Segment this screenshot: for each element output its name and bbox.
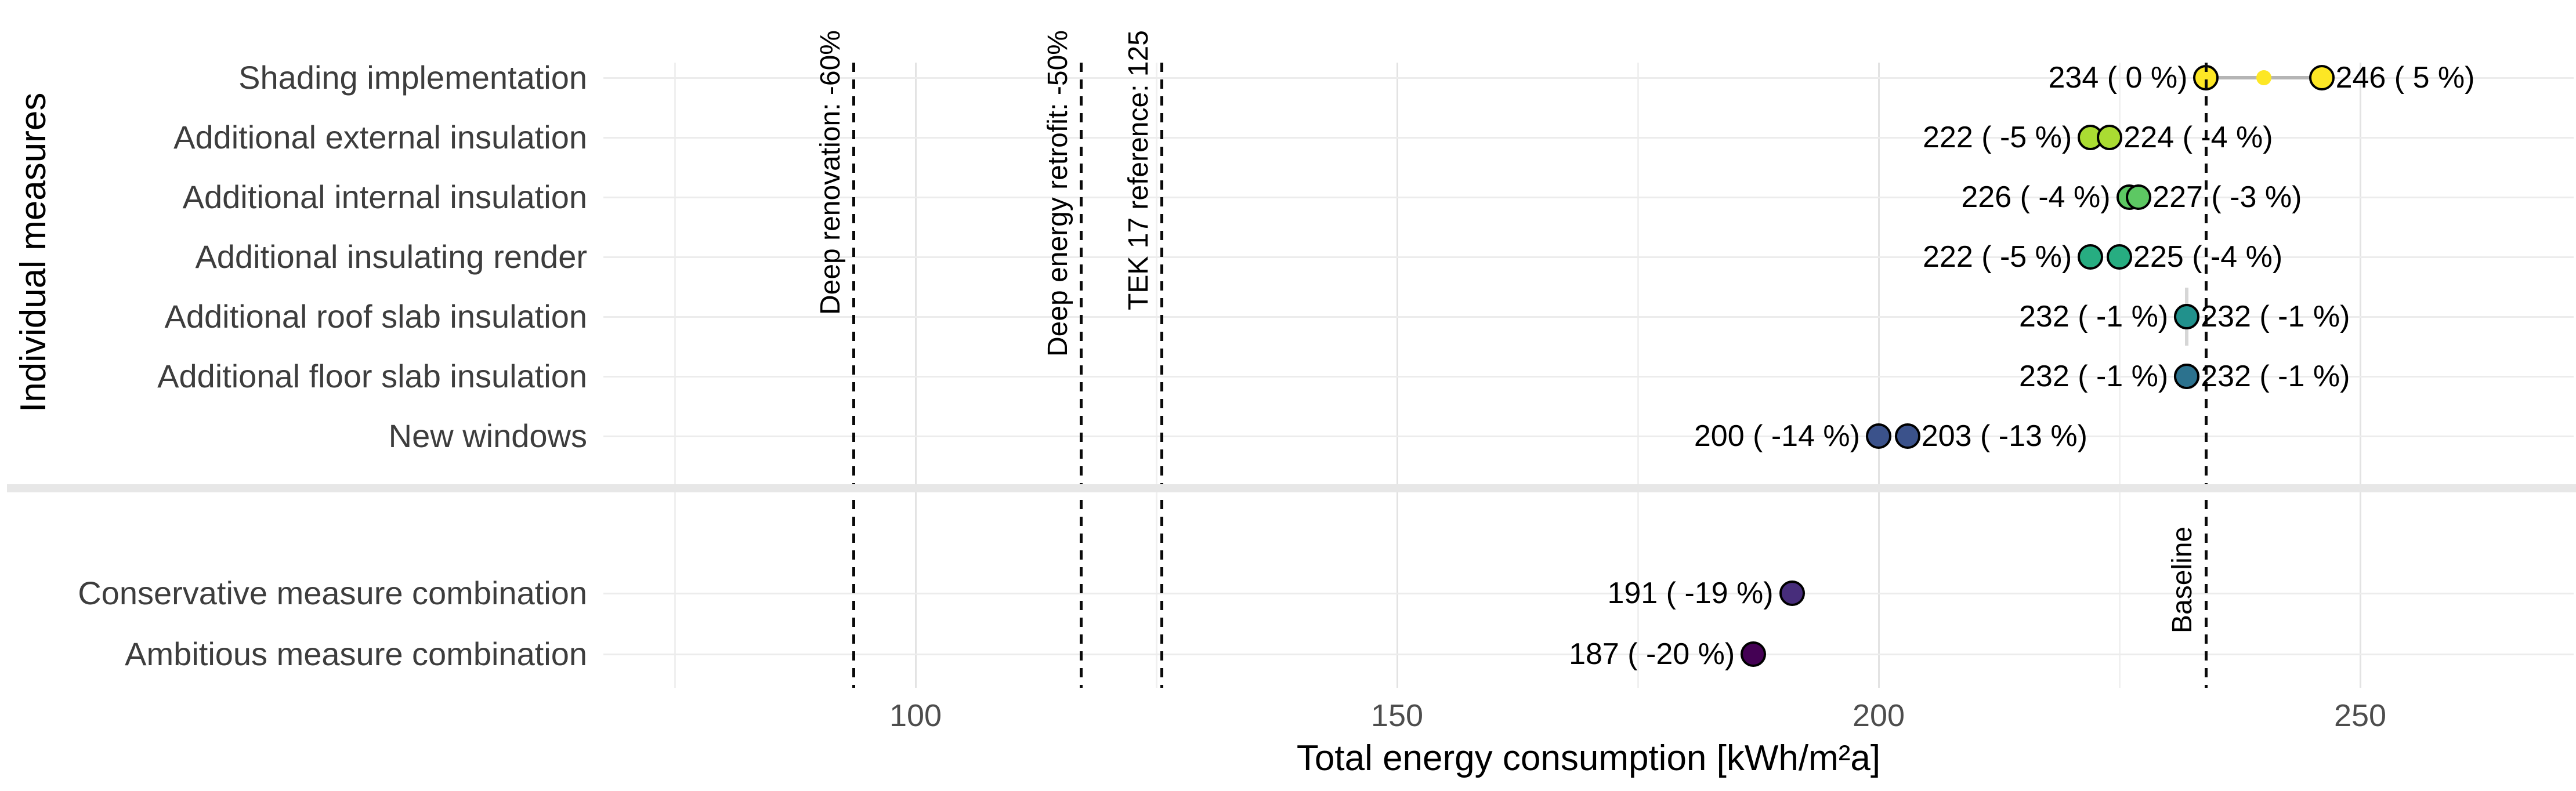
ref-line-label: Deep renovation: -60% xyxy=(815,30,846,315)
grid-minor-line xyxy=(2118,63,2121,688)
x-tick-label: 250 xyxy=(2333,698,2387,733)
category-label: Shading implementation xyxy=(238,59,587,96)
data-point xyxy=(2309,65,2335,90)
grid-minor-line xyxy=(1155,63,1157,688)
grid-row-line xyxy=(603,256,2574,258)
data-point-label-right: 224 ( -4 %) xyxy=(2123,121,2273,154)
data-point-label-right: 232 ( -1 %) xyxy=(2201,360,2350,393)
category-label: Ambitious measure combination xyxy=(125,636,587,672)
data-point xyxy=(1866,423,1891,449)
grid-row-line xyxy=(603,136,2574,139)
data-point-label-right: 203 ( -13 %) xyxy=(1921,419,2087,453)
ref-line-label: TEK 17 reference: 125 xyxy=(1123,30,1154,310)
data-point xyxy=(2174,304,2200,329)
category-label: Additional insulating render xyxy=(195,238,587,275)
data-point xyxy=(1741,641,1767,667)
grid-row-line xyxy=(603,592,2574,594)
data-point-label-left: 232 ( -1 %) xyxy=(2018,360,2169,393)
data-point-label-right: 227 ( -3 %) xyxy=(2152,180,2302,214)
ref-line-label: Baseline xyxy=(2167,526,2198,634)
data-point-label-left: 187 ( -20 %) xyxy=(1569,637,1735,671)
x-tick-label: 150 xyxy=(1370,698,1424,733)
data-point-label-right: 225 ( -4 %) xyxy=(2133,240,2283,274)
data-point xyxy=(1779,580,1805,606)
data-point xyxy=(2097,125,2123,150)
grid-row-line xyxy=(603,435,2574,437)
x-tick-label: 100 xyxy=(889,698,942,733)
facet-separator xyxy=(7,484,2576,492)
category-label: Additional floor slab insulation xyxy=(157,358,587,394)
data-point-label-left: 200 ( -14 %) xyxy=(1694,419,1860,453)
grid-major-line xyxy=(914,63,917,688)
category-label: Additional external insulation xyxy=(173,119,587,155)
category-label: Additional roof slab insulation xyxy=(164,298,587,335)
data-point xyxy=(2174,364,2200,389)
data-point xyxy=(2078,244,2104,270)
ref-line-tek-17-reference-125 xyxy=(1160,63,1164,688)
data-point-label-left: 191 ( -19 %) xyxy=(1607,576,1774,610)
category-label: New windows xyxy=(388,418,587,454)
data-point-label-left: 234 ( 0 %) xyxy=(2048,61,2188,95)
grid-major-line xyxy=(1396,63,1398,688)
data-point xyxy=(2126,184,2152,210)
data-point-label-right: 232 ( -1 %) xyxy=(2201,300,2350,333)
ref-line-label: Deep energy retrofit: -50% xyxy=(1042,30,1073,357)
grid-minor-line xyxy=(674,63,676,688)
category-label: Conservative measure combination xyxy=(78,575,587,611)
x-axis-title: Total energy consumption [kWh/m²a] xyxy=(1296,738,1881,778)
ref-line-baseline xyxy=(2204,63,2208,688)
grid-row-line xyxy=(603,315,2574,318)
ref-line-deep-energy-retrofit-50- xyxy=(1080,63,1083,688)
data-point xyxy=(1894,423,1920,449)
category-label: Additional internal insulation xyxy=(182,179,587,215)
data-point-label-left: 232 ( -1 %) xyxy=(2018,300,2169,333)
x-tick-label: 200 xyxy=(1852,698,1905,733)
data-point-label-left: 222 ( -5 %) xyxy=(1922,121,2072,154)
grid-major-line xyxy=(1877,63,1880,688)
data-point-label-left: 226 ( -4 %) xyxy=(1961,180,2111,214)
grid-row-line xyxy=(603,653,2574,655)
grid-minor-line xyxy=(1637,63,1639,688)
data-point xyxy=(2107,244,2132,270)
grid-row-line xyxy=(603,196,2574,198)
grid-row-line xyxy=(603,375,2574,378)
grid-row-line xyxy=(603,77,2574,79)
grid-major-line xyxy=(2359,63,2361,688)
ref-line-deep-renovation-60- xyxy=(852,63,856,688)
mid-data-point xyxy=(2256,70,2271,85)
data-point-label-left: 222 ( -5 %) xyxy=(1922,240,2072,274)
data-point-label-right: 246 ( 5 %) xyxy=(2335,61,2475,95)
